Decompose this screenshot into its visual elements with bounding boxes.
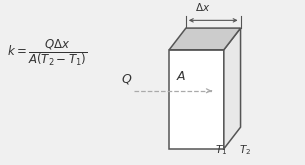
- Polygon shape: [169, 50, 224, 149]
- Text: $T_1$: $T_1$: [215, 144, 227, 157]
- Text: $\Delta x$: $\Delta x$: [195, 1, 210, 13]
- Text: $T_2$: $T_2$: [239, 144, 251, 157]
- Polygon shape: [169, 28, 241, 50]
- Text: $A$: $A$: [177, 70, 187, 82]
- Text: $Q$: $Q$: [121, 72, 132, 86]
- Polygon shape: [224, 28, 241, 149]
- Text: $k = \dfrac{Q\Delta x}{A(T_2 - T_1)}$: $k = \dfrac{Q\Delta x}{A(T_2 - T_1)}$: [7, 37, 87, 68]
